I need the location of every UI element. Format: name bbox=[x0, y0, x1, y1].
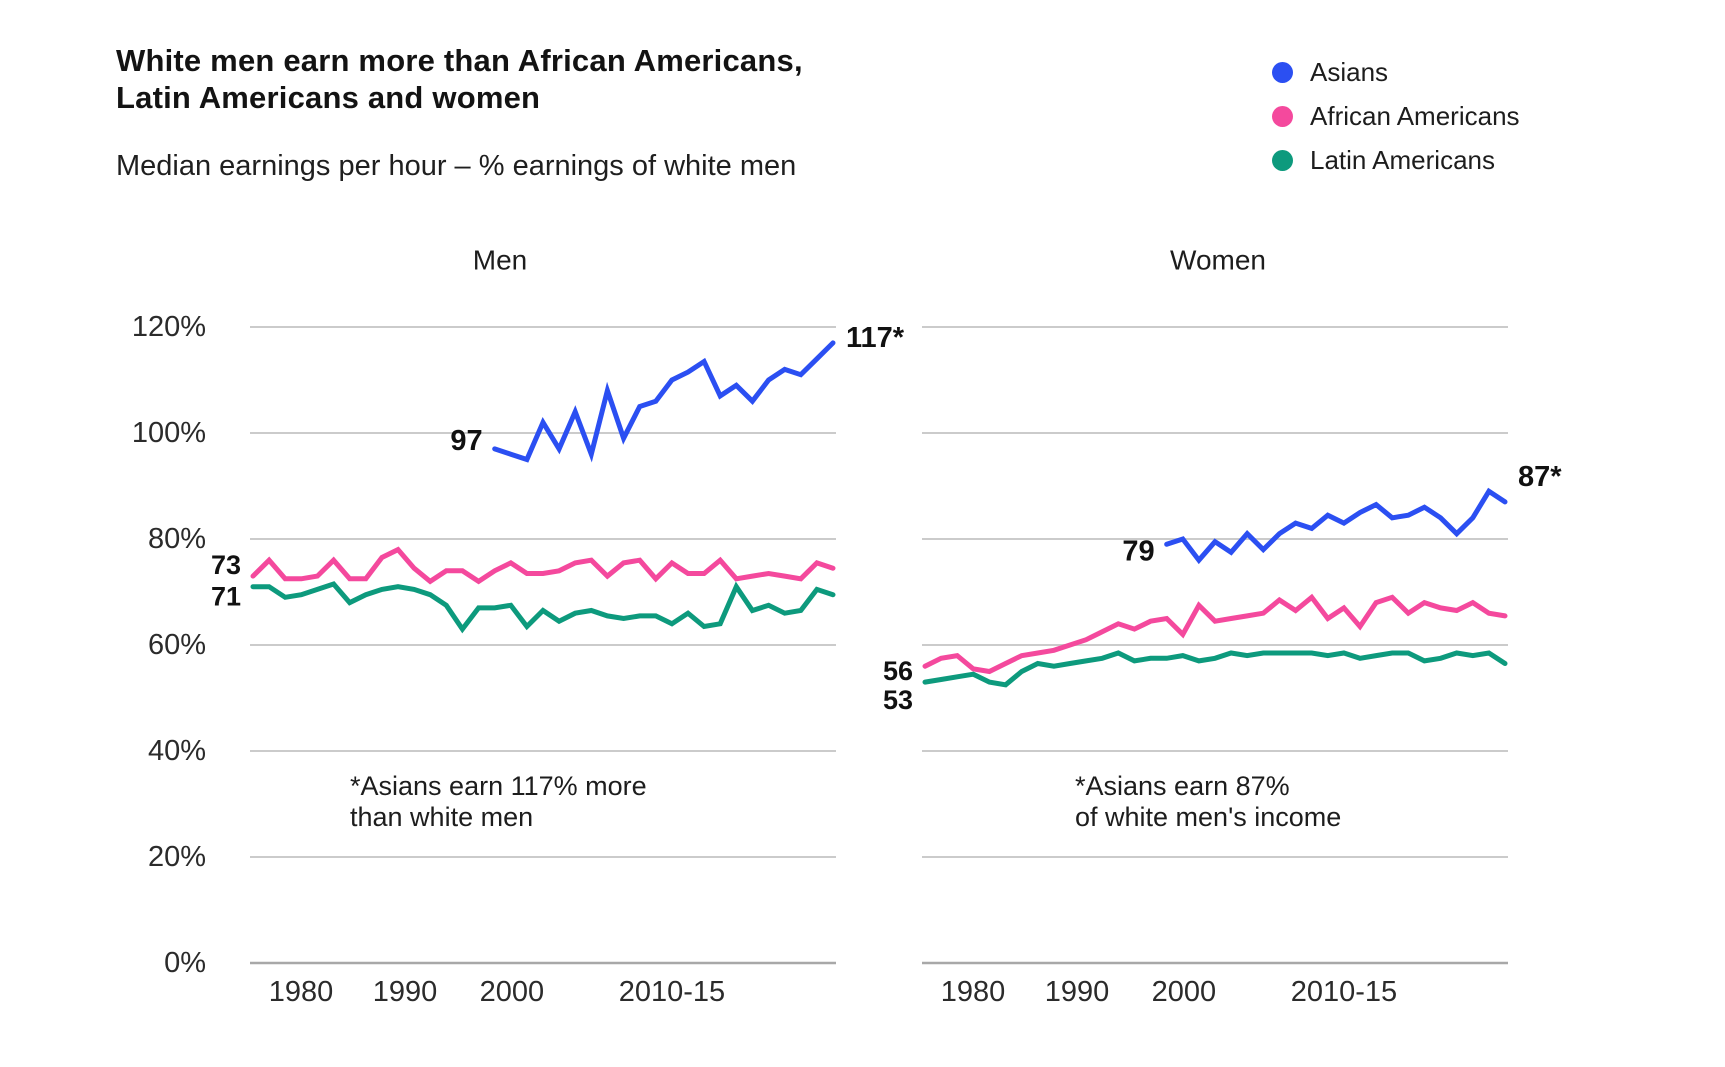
men-african-americans-start-label: 73 bbox=[211, 550, 241, 580]
women-african-americans-line bbox=[922, 593, 1508, 675]
legend-label-latin-americans: Latin Americans bbox=[1310, 144, 1495, 175]
women-panel-title: Women bbox=[1170, 245, 1266, 276]
y-axis-label-80: 80% bbox=[148, 523, 206, 555]
men-x-tick-2000: 2000 bbox=[480, 976, 545, 1008]
men-latin-americans-line bbox=[250, 581, 836, 634]
women-asians-line bbox=[1164, 487, 1508, 565]
men-annotation-line1: *Asians earn 117% more bbox=[350, 771, 647, 801]
legend-label-african-americans: African Americans bbox=[1310, 100, 1520, 131]
women-asians-end-label: 87* bbox=[1518, 461, 1562, 493]
men-asians-start-label: 97 bbox=[450, 425, 482, 457]
women-latin-americans-line bbox=[922, 650, 1508, 688]
chart-subtitle: Median earnings per hour – % earnings of… bbox=[116, 150, 797, 182]
men-x-tick-1980: 1980 bbox=[269, 976, 334, 1008]
legend-item-latin-americans: Latin Americans bbox=[1272, 138, 1520, 182]
men-asians-line bbox=[492, 340, 836, 463]
latin-americans-dot-icon bbox=[1272, 149, 1293, 171]
chart-title-line2: Latin Americans and women bbox=[116, 80, 541, 115]
women-x-tick-1990: 1990 bbox=[1045, 976, 1110, 1008]
y-axis-label-0: 0% bbox=[164, 947, 206, 979]
women-x-tick-2010-15: 2010-15 bbox=[1291, 976, 1397, 1008]
women-annotation-line1: *Asians earn 87% bbox=[1075, 771, 1290, 801]
men-x-tick-1990: 1990 bbox=[373, 976, 438, 1008]
men-asians-end-label: 117* bbox=[846, 322, 905, 354]
african-americans-dot-icon bbox=[1272, 105, 1293, 127]
chart-title: White men earn more than African America… bbox=[116, 42, 803, 116]
women-latin-americans-start-label: 53 bbox=[883, 685, 913, 715]
legend-item-asians: Asians bbox=[1272, 50, 1520, 94]
chart-title-line1: White men earn more than African America… bbox=[116, 43, 803, 78]
women-x-tick-2000: 2000 bbox=[1152, 976, 1217, 1008]
men-panel-title: Men bbox=[473, 245, 527, 276]
men-african-americans-line bbox=[250, 546, 836, 585]
y-axis-label-40: 40% bbox=[148, 735, 206, 767]
legend-item-african-americans: African Americans bbox=[1272, 94, 1520, 138]
legend-label-asians: Asians bbox=[1310, 56, 1389, 87]
men-annotation-line2: than white men bbox=[350, 802, 533, 832]
women-annotation-line2: of white men's income bbox=[1075, 802, 1341, 832]
y-axis-label-100: 100% bbox=[132, 417, 206, 449]
asians-dot-icon bbox=[1272, 61, 1293, 83]
men-x-tick-2010-15: 2010-15 bbox=[619, 976, 725, 1008]
y-axis-label-20: 20% bbox=[148, 841, 206, 873]
women-x-tick-1980: 1980 bbox=[941, 976, 1006, 1008]
chart-legend: Asians African Americans Latin Americans bbox=[1272, 50, 1520, 182]
y-axis-label-120: 120% bbox=[132, 311, 206, 343]
women-african-americans-start-label: 56 bbox=[883, 656, 913, 686]
women-asians-start-label: 79 bbox=[1122, 535, 1154, 567]
y-axis-label-60: 60% bbox=[148, 629, 206, 661]
men-latin-americans-start-label: 71 bbox=[211, 582, 241, 612]
